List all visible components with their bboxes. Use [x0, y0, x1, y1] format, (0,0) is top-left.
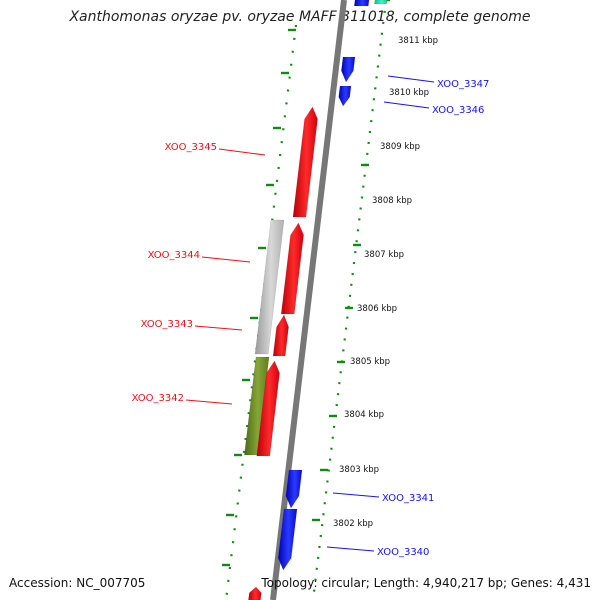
gene-label[interactable]: XOO_3346	[432, 105, 484, 116]
gene-arrow-xoo-3344	[280, 222, 304, 315]
gene-leader-line	[185, 399, 233, 405]
gc-skew-inner-dots	[224, 24, 298, 600]
gene-label[interactable]: XOO_3342	[132, 393, 184, 404]
feature-block	[248, 586, 262, 600]
gene-leader-line	[218, 148, 266, 156]
gene-leader-line	[383, 101, 430, 109]
gene-leader-line	[194, 325, 243, 331]
dna-backbone	[270, 0, 347, 600]
gene-label[interactable]: XOO_3341	[382, 493, 434, 504]
gene-leader-line	[387, 75, 435, 83]
feature-block	[254, 219, 285, 355]
gene-arrow-xoo-3340	[277, 508, 298, 571]
gene-leader-line	[201, 256, 251, 263]
kbp-tick-label: 3808 kbp	[372, 196, 412, 206]
kbp-tick-label: 3806 kbp	[357, 304, 397, 314]
gene-arrow-xoo-3341	[285, 469, 303, 509]
kbp-tick-label: 3811 kbp	[398, 36, 438, 46]
gene-arrow-xoo-3346	[338, 85, 352, 107]
gene-label[interactable]: XOO_3345	[165, 142, 217, 153]
kbp-tick-label: 3803 kbp	[339, 465, 379, 475]
kbp-tick-label: 3802 kbp	[333, 519, 373, 529]
gene-arrow-xoo-3343	[272, 314, 289, 357]
gc-skew-dashes	[222, 0, 390, 567]
gene-labels: XOO_3347 XOO_3346 XOO_3345 XOO_3344 XOO_3343…	[132, 75, 489, 558]
topology-text: Topology: circular; Length: 4,940,217 bp…	[261, 576, 591, 590]
kbp-tick-label: 3804 kbp	[344, 410, 384, 420]
gene-arrow-xoo-3342	[256, 360, 280, 457]
gc-skew-outer-dots	[311, 0, 388, 600]
feature-block	[374, 0, 388, 5]
kbp-tick-label: 3810 kbp	[389, 88, 429, 98]
gene-label[interactable]: XOO_3344	[148, 250, 200, 261]
kbp-scale: 3811 kbp 3810 kbp 3809 kbp 3808 kbp 3807 kbp…	[333, 36, 438, 529]
gene-arrow-xoo-3347	[341, 56, 356, 83]
gene-label[interactable]: XOO_3343	[141, 319, 193, 330]
gene-leader-line	[326, 546, 375, 552]
kbp-tick-label: 3809 kbp	[380, 142, 420, 152]
gene-label[interactable]: XOO_3347	[437, 79, 489, 90]
kbp-tick-label: 3807 kbp	[364, 250, 404, 260]
kbp-tick-label: 3805 kbp	[350, 357, 390, 367]
gene-leader-line	[332, 492, 380, 498]
accession-text: Accession: NC_007705	[9, 576, 146, 590]
feature-track	[244, 0, 388, 600]
gene-arrow-xoo-3345	[292, 106, 318, 218]
map-title: Xanthomonas oryzae pv. oryzae MAFF 31101…	[69, 9, 531, 25]
gene-label[interactable]: XOO_3340	[377, 547, 429, 558]
feature-block	[353, 0, 370, 7]
